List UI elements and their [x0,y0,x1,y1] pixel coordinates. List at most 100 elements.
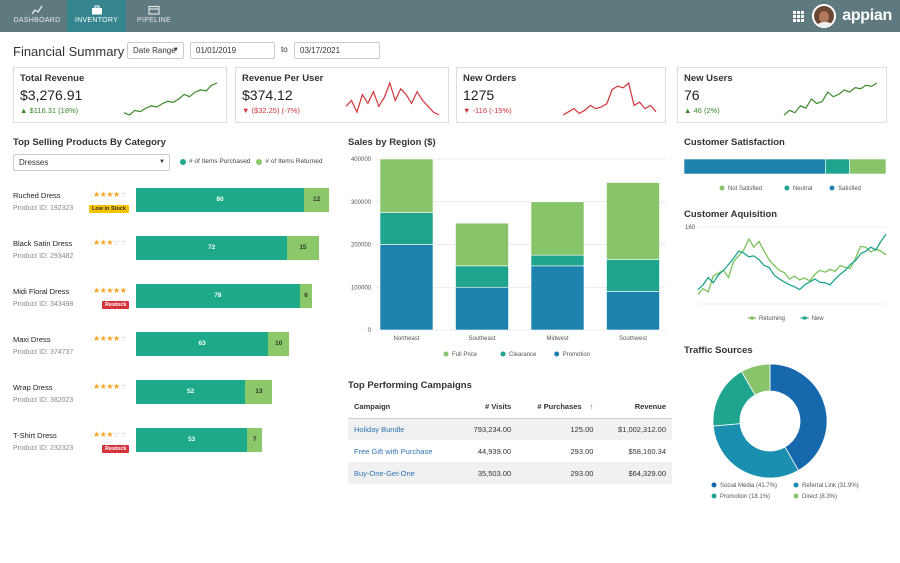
satisfaction-chart: Not Satisfied Neutral Satisfied [684,158,887,192]
campaign-link[interactable]: Free Gift with Purchase [354,446,433,456]
y-tick-label: 400000 [351,157,372,163]
satisfaction-segment-not-satisfied[interactable] [849,158,887,175]
category-dropdown[interactable]: Dresses ▼ [13,154,170,171]
bar-segment-full-price[interactable] [530,201,585,256]
kpi-delta: ▼ ($32.25) (-7%) [242,106,300,115]
end-date-input[interactable]: 03/17/2021 [294,42,380,59]
legend-label: New [812,316,825,322]
satisfaction-segment-satisfied[interactable] [684,158,826,175]
legend-label: Direct (8.3%) [802,494,837,500]
arrow-down-icon: ▼ [463,106,471,115]
column-header-campaign[interactable]: Campaign [348,396,458,419]
cell-revenue: $64,329.00 [599,462,672,484]
bar-returned: 6 [299,284,313,308]
avatar[interactable] [812,4,837,28]
donut-slice[interactable] [769,363,828,471]
acquisition-title: Customer Aquisition [684,209,778,220]
column-header-visits[interactable]: # Visits [457,396,518,419]
table-row: Holiday Bundle 793,234.00 125.00 $1,002,… [348,418,672,440]
products-legend: # of Items Purchased # of Items Returned [180,158,323,165]
legend-swatch [829,185,835,191]
arrow-up-icon: ▲ [684,106,692,115]
product-name: Ruched Dress [13,191,61,200]
legend-swatch [180,158,186,165]
legend-marker [802,316,807,320]
cell-purchases: 125.00 [517,418,600,440]
donut-slice[interactable] [741,363,771,396]
star-icon: ☆ [113,430,120,439]
product-name: Midi Floral Dress [13,287,70,296]
sort-ascending-icon[interactable]: ↑ [589,402,594,412]
campaign-link[interactable]: Holiday Bundle [354,424,405,434]
bar-segment-clearance[interactable] [455,265,509,288]
star-icon: ☆ [119,238,127,247]
bar-segment-full-price[interactable] [379,158,434,213]
kpi-delta: ▼ -116 (-15%) [463,106,512,115]
star-icon: ★ [106,430,114,439]
product-id: Product ID: 293482 [13,253,74,260]
star-icon: ★ [113,382,120,391]
tab-dashboard[interactable]: DASHBOARD [4,0,70,32]
bar-segment-clearance[interactable] [606,259,660,292]
tab-inventory[interactable]: INVENTORY [67,0,126,32]
product-name: T-Shirt Dress [13,431,57,440]
legend-swatch [711,493,717,499]
bar-segment-promotion[interactable] [606,291,660,331]
product-id: Product ID: 192323 [13,205,74,212]
satisfaction-title: Customer Satisfaction [684,137,785,148]
chart-line-icon [31,5,43,15]
product-id: Product ID: 232323 [13,445,74,452]
campaign-link[interactable]: Buy-One-Get-One [354,468,415,478]
star-rating: ★★★★☆ [93,190,127,199]
table-row: Buy-One-Get-One 35,503.00 293.00 $64,329… [348,462,672,484]
stacked-bar: 63 10 [136,332,290,356]
bar-segment-promotion[interactable] [530,265,585,331]
star-icon: ★ [99,190,107,199]
kpi-label: Revenue Per User [242,73,324,84]
star-icon: ★ [93,238,100,247]
bar-segment-promotion[interactable] [379,244,434,331]
kpi-delta: ▲ 46 (2%) [684,106,720,115]
bar-segment-promotion[interactable] [455,286,509,331]
table-header-row: Campaign # Visits # Purchases ↑ Revenue [348,396,672,419]
tab-pipeline[interactable]: PIPELINE [126,0,182,32]
product-name: Maxi Dress [13,335,51,344]
caret-down-icon: ▼ [159,159,165,165]
bar-segment-clearance[interactable] [530,254,585,267]
caret-down-icon: ▼ [173,47,179,53]
kpi-delta-text: -116 (-15%) [472,106,512,115]
satisfaction-segment-neutral[interactable] [825,158,850,175]
briefcase-icon [91,5,102,15]
bar-segment-clearance[interactable] [379,212,434,245]
appian-logo: appian [842,7,892,24]
x-tick-label: Southwest [619,336,647,342]
kpi-value: $374.12 [242,87,293,103]
star-icon: ★ [106,238,114,247]
bar-purchased: 78 [136,284,300,308]
legend-label: Neutral [793,186,812,192]
star-rating: ★★★★★ [93,286,127,295]
legend-swatch [793,482,799,488]
y-tick-label: 160 [685,225,696,231]
cell-visits: 793,234.00 [457,418,518,440]
star-icon: ★ [93,286,100,295]
cell-visits: 44,939.00 [477,446,512,456]
legend-swatch [793,493,799,499]
date-range-dropdown[interactable]: Date Range ▼ [127,42,184,59]
sparkline [783,82,878,116]
star-icon: ☆ [119,382,127,391]
apps-grid-icon[interactable] [793,10,805,22]
bar-segment-full-price[interactable] [606,182,660,260]
kpi-value: 76 [684,87,700,103]
kpi-label: New Users [684,73,733,84]
legend-label: Promotion (18.1%) [720,494,770,500]
bar-segment-full-price[interactable] [455,222,509,267]
legend-swatch [443,351,449,357]
column-header-revenue[interactable]: Revenue [599,396,672,419]
star-icon: ★ [106,334,114,343]
donut-slice[interactable] [712,423,799,479]
stock-badge: Restock [102,301,130,309]
stock-badge: Restock [102,445,130,453]
column-header-purchases[interactable]: # Purchases ↑ [517,396,600,419]
start-date-input[interactable]: 01/01/2019 [190,42,275,59]
